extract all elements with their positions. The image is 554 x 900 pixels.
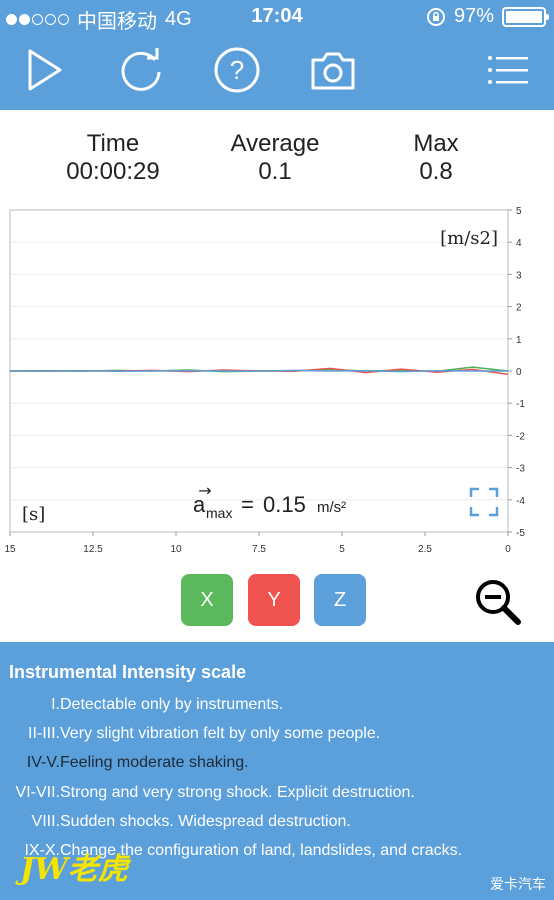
amax-value: 0.15 (263, 492, 306, 517)
carrier-name: 中国移动 (77, 11, 157, 33)
x-tick-label: 15 (4, 544, 16, 555)
menu-button[interactable] (480, 42, 536, 98)
scale-level: IV-V. (26, 754, 60, 771)
x-tick-label: 7.5 (252, 544, 266, 555)
scale-level: VI-VII. (15, 784, 60, 801)
orientation-lock-icon (426, 7, 445, 26)
help-button[interactable]: ? (209, 42, 265, 98)
x-axis-button-label: X (200, 588, 214, 611)
y-tick-label: -1 (516, 399, 525, 410)
y-tick-label: -2 (516, 431, 525, 442)
amax-unit: m/s² (317, 499, 346, 516)
watermark: JW老虎 (20, 852, 128, 887)
x-tick-label: 10 (170, 544, 182, 555)
y-tick-label: -3 (516, 464, 525, 475)
scale-description: Strong and very strong shock. Explicit d… (60, 784, 415, 801)
camera-icon (311, 52, 355, 90)
y-tick-label: 4 (516, 238, 522, 249)
scale-level: II-III. (28, 725, 60, 742)
series-line-3 (10, 369, 508, 373)
x-tick-label: 5 (339, 544, 345, 555)
menu-icon (488, 56, 528, 84)
network-type: 4G (165, 8, 192, 30)
amax-arrow: → (198, 481, 211, 500)
fullscreen-icon[interactable] (469, 487, 499, 517)
scale-description: Sudden shocks. Widespread destruction. (60, 813, 351, 830)
time-value: 00:00:29 (66, 158, 160, 185)
x-tick-label: 2.5 (418, 544, 432, 555)
y-axis-button-label: Y (267, 588, 281, 611)
refresh-button[interactable] (113, 42, 169, 98)
average-stat: Average 0.1 (185, 130, 365, 186)
y-tick-label: 3 (516, 270, 522, 281)
corner-watermark: 爱卡汽车 (490, 876, 546, 892)
camera-button[interactable] (305, 42, 361, 98)
play-button[interactable] (16, 42, 72, 98)
status-bar: 中国移动 4G 17:04 97% (0, 0, 554, 33)
y-axis-button[interactable]: Y (248, 574, 300, 626)
battery-percent: 97% (453, 5, 494, 27)
x-tick-label: 0 (505, 544, 511, 555)
battery-icon (502, 6, 549, 27)
svg-text:?: ? (230, 55, 244, 85)
time-label: Time (86, 130, 140, 157)
refresh-icon (121, 48, 161, 91)
scale-level: VIII. (31, 813, 60, 830)
amax-subscript: max (206, 505, 232, 521)
max-stat: Max 0.8 (346, 130, 526, 186)
y-tick-label: -4 (516, 496, 525, 507)
amax-annotation: → a max = 0.15 m/s² (193, 481, 346, 521)
scale-description: Detectable only by instruments. (60, 696, 284, 713)
x-axis-button[interactable]: X (181, 574, 233, 626)
y-tick-label: 1 (516, 335, 522, 346)
scale-level: IX-X. (24, 842, 60, 859)
max-label: Max (413, 130, 459, 157)
zoom-out-icon[interactable] (474, 578, 522, 626)
average-label: Average (230, 130, 320, 157)
z-axis-button-label: Z (333, 588, 347, 611)
status-time: 17:04 (251, 5, 303, 27)
intensity-scale-title: Instrumental Intensity scale (9, 662, 247, 682)
scale-description: Change the configuration of land, landsl… (60, 842, 463, 859)
amax-equals: = (241, 492, 254, 517)
max-value: 0.8 (419, 158, 453, 185)
average-value: 0.1 (258, 158, 292, 185)
scale-description: Very slight vibration felt by only some … (60, 725, 381, 742)
signal-strength-icon (6, 14, 69, 25)
y-tick-label: -5 (516, 528, 525, 539)
y-tick-label: 5 (516, 206, 522, 217)
help-icon: ? (214, 47, 260, 93)
amax-symbol: a (193, 492, 206, 517)
z-axis-button[interactable]: Z (314, 574, 366, 626)
intensity-scale-panel: Instrumental Intensity scale I. Detectab… (0, 642, 554, 900)
scale-description: Feeling moderate shaking. (60, 754, 249, 771)
x-axis-label: [s] (22, 504, 45, 525)
y-axis-label: [m/s2] (440, 228, 498, 249)
scale-level: I. (51, 696, 60, 713)
x-tick-label: 12.5 (83, 544, 103, 555)
time-stat: Time 00:00:29 (23, 130, 203, 186)
toolbar: ? (0, 32, 554, 110)
y-tick-label: 0 (516, 367, 522, 378)
play-icon (28, 49, 62, 91)
y-tick-label: 2 (516, 303, 522, 314)
stats-panel: Time 00:00:29 Average 0.1 Max 0.8 (0, 130, 554, 200)
